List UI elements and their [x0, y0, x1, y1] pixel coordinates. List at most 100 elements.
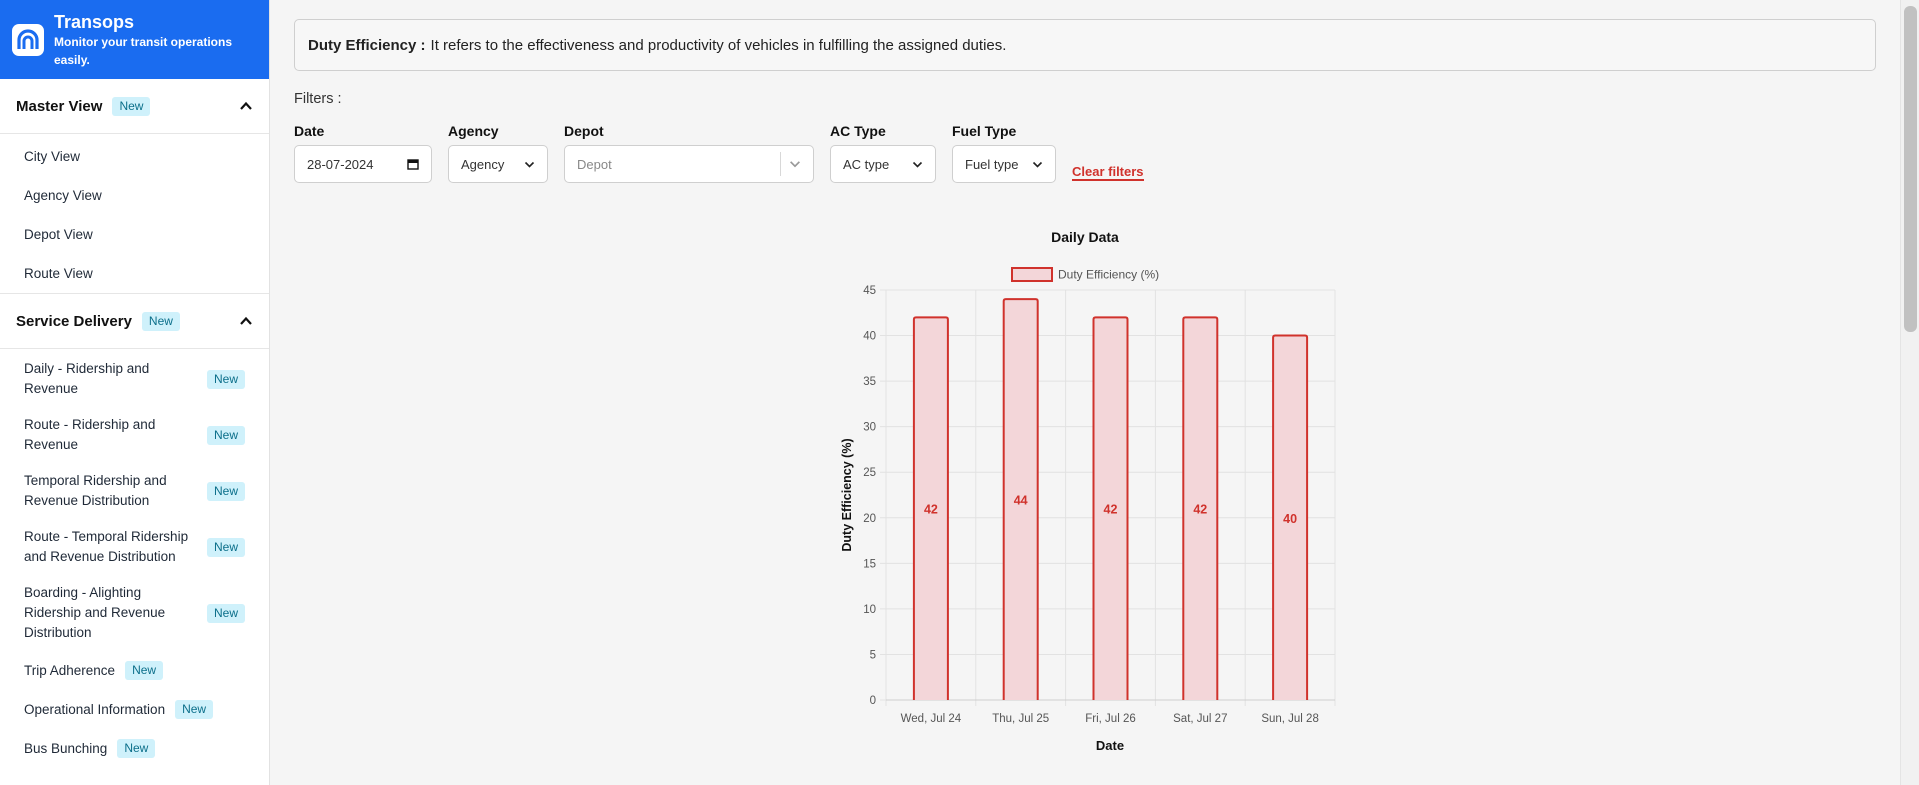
- ac-type-value: AC type: [843, 156, 890, 172]
- depot-filter: Depot Depot: [564, 123, 814, 183]
- clear-filters-link[interactable]: Clear filters: [1072, 164, 1144, 181]
- bar[interactable]: [1182, 316, 1219, 700]
- sidebar-item-label: Trip Adherence: [24, 662, 116, 678]
- new-badge: New: [117, 739, 156, 758]
- sidebar-item-label: Daily - Ridership and Revenue: [24, 361, 150, 396]
- brand-title: Transops: [54, 11, 135, 32]
- ac-type-select[interactable]: AC type: [830, 145, 936, 183]
- new-badge: New: [206, 369, 245, 389]
- section-service-delivery[interactable]: Service Delivery New: [0, 293, 269, 349]
- legend-swatch[interactable]: [1011, 267, 1053, 282]
- y-tick-label: 35: [863, 376, 876, 388]
- new-badge: New: [175, 700, 214, 719]
- daily-data-bar-chart: Daily Data Duty Efficiency (%) 0 5 10 15 20 2…: [840, 229, 1336, 753]
- calendar-icon[interactable]: [407, 158, 419, 170]
- date-filter: Date 28-07-2024: [294, 123, 432, 183]
- chevron-down-icon: [524, 161, 535, 168]
- sidebar-item-label: City View: [24, 148, 81, 164]
- chevron-up-icon[interactable]: [239, 99, 253, 113]
- bar[interactable]: [1092, 316, 1129, 700]
- transops-logo-icon: [12, 23, 44, 56]
- sidebar-item-daily-ridership[interactable]: Daily - Ridership and Revenue New: [0, 351, 269, 407]
- sidebar-item-depot-view[interactable]: Depot View: [0, 215, 269, 254]
- scroll-thumb[interactable]: [1904, 6, 1917, 332]
- date-value: 28-07-2024: [307, 156, 374, 172]
- sidebar-item-label: Route View: [24, 265, 93, 281]
- bar[interactable]: [1272, 334, 1309, 700]
- new-badge: New: [125, 661, 164, 680]
- depot-select[interactable]: Depot: [564, 145, 814, 183]
- sidebar-item-label: Bus Bunching: [24, 740, 108, 756]
- y-tick-label: 5: [870, 649, 876, 661]
- fuel-type-filter-label: Fuel Type: [952, 123, 1017, 139]
- data-label: 44: [1014, 494, 1028, 508]
- agency-filter-label: Agency: [448, 123, 499, 139]
- x-tick-label: Fri, Jul 26: [1085, 713, 1136, 725]
- x-tick-label: Thu, Jul 25: [992, 713, 1049, 725]
- x-tick-label: Sat, Jul 27: [1173, 713, 1227, 725]
- sidebar-item-city-view[interactable]: City View: [0, 137, 269, 176]
- chevron-up-icon[interactable]: [239, 314, 253, 328]
- data-label: 42: [1193, 503, 1207, 517]
- sidebar-item-label: Operational Information: [24, 701, 166, 717]
- date-input[interactable]: 28-07-2024: [294, 145, 432, 183]
- section-master-view[interactable]: Master View New: [0, 79, 269, 134]
- chevron-down-icon: [1032, 161, 1043, 168]
- sidebar-item-route-ridership[interactable]: Route - Ridership and Revenue New: [0, 407, 269, 463]
- new-badge: New: [206, 425, 245, 445]
- data-label: 42: [1104, 503, 1118, 517]
- sidebar-item-operational-information[interactable]: Operational Information New: [0, 690, 269, 729]
- sidebar-item-label: Route - Ridership and Revenue: [24, 417, 156, 452]
- sidebar-item-label: Depot View: [24, 226, 93, 242]
- sidebar-item-bus-bunching[interactable]: Bus Bunching New: [0, 729, 269, 768]
- vertical-scrollbar[interactable]: [1900, 0, 1919, 785]
- ac-type-filter: AC Type AC type: [830, 123, 936, 183]
- sidebar-item-label: Boarding - Alighting Ridership and Reven…: [24, 585, 166, 640]
- new-badge: New: [112, 96, 151, 116]
- main-content: Duty Efficiency : It refers to the effec…: [270, 0, 1900, 785]
- bar[interactable]: [1002, 298, 1039, 700]
- chart-container: Daily Data Duty Efficiency (%) 0 5 10 15 20 2…: [270, 0, 1900, 785]
- metric-term: Duty Efficiency :: [308, 36, 426, 54]
- bar[interactable]: [912, 316, 949, 700]
- brand-header[interactable]: Transops Monitor your transit operations…: [0, 0, 269, 79]
- y-tick-label: 25: [863, 467, 876, 479]
- sidebar-item-temporal-ridership[interactable]: Temporal Ridership and Revenue Distribut…: [0, 463, 269, 519]
- sidebar-item-route-view[interactable]: Route View: [0, 254, 269, 293]
- y-axis-label: Duty Efficiency (%): [840, 438, 854, 551]
- legend-label: Duty Efficiency (%): [1058, 268, 1159, 282]
- metric-definition: It refers to the effectiveness and produ…: [430, 36, 1007, 54]
- agency-select[interactable]: Agency: [448, 145, 548, 183]
- sidebar-item-route-temporal-ridership[interactable]: Route - Temporal Ridership and Revenue D…: [0, 519, 269, 575]
- sidebar: Transops Monitor your transit operations…: [0, 0, 270, 785]
- fuel-type-select[interactable]: Fuel type: [952, 145, 1056, 183]
- select-separator: [780, 152, 781, 176]
- depot-filter-label: Depot: [564, 123, 604, 139]
- section-title: Service Delivery: [16, 312, 132, 330]
- data-label: 40: [1283, 512, 1297, 526]
- y-tick-label: 30: [863, 422, 876, 434]
- sidebar-item-label: Route - Temporal Ridership and Revenue D…: [24, 529, 189, 564]
- new-badge: New: [206, 481, 245, 501]
- agency-value: Agency: [461, 156, 505, 172]
- y-tick-label: 0: [870, 695, 876, 707]
- brand-subtitle: Monitor your transit operations easily.: [54, 34, 233, 67]
- sidebar-item-agency-view[interactable]: Agency View: [0, 176, 269, 215]
- chevron-down-icon: [912, 161, 923, 168]
- sidebar-item-trip-adherence[interactable]: Trip Adherence New: [0, 651, 269, 690]
- new-badge: New: [206, 603, 245, 623]
- sidebar-item-label: Temporal Ridership and Revenue Distribut…: [24, 473, 167, 508]
- chevron-down-icon: [790, 161, 800, 168]
- agency-filter: Agency Agency: [448, 123, 548, 183]
- section-title: Master View: [16, 97, 103, 115]
- y-tick-label: 40: [863, 331, 876, 343]
- sidebar-item-boarding-alighting[interactable]: Boarding - Alighting Ridership and Reven…: [0, 575, 269, 651]
- y-tick-label: 20: [863, 513, 876, 525]
- y-tick-label: 15: [863, 558, 876, 570]
- y-tick-label: 10: [863, 604, 876, 616]
- x-tick-label: Wed, Jul 24: [901, 713, 962, 725]
- date-filter-label: Date: [294, 123, 325, 139]
- x-tick-label: Sun, Jul 28: [1261, 713, 1319, 725]
- new-badge: New: [141, 311, 180, 331]
- y-tick-label: 45: [863, 285, 876, 297]
